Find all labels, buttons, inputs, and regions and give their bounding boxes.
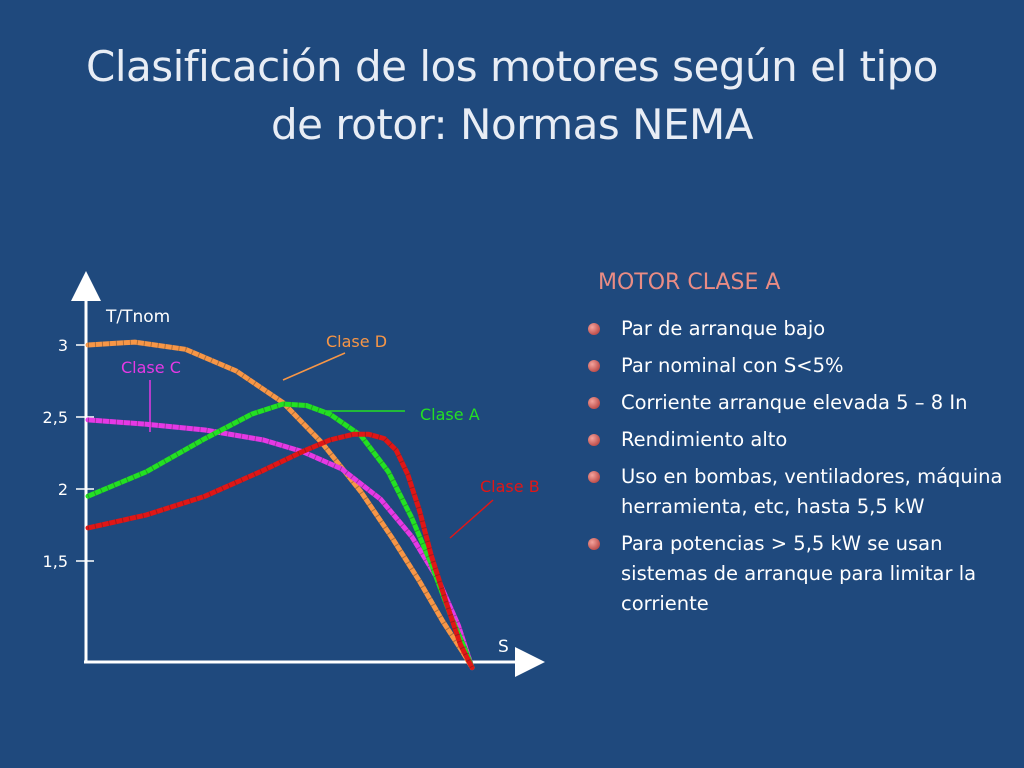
feature-item: Par nominal con S<5% — [584, 351, 1014, 381]
curve-label-clase-c: Clase C — [121, 358, 181, 377]
y-tick-label: 2,5 — [43, 408, 68, 427]
series-line-clase-b — [85, 431, 475, 671]
y-tick-label: 3 — [58, 336, 68, 355]
feature-item: Uso en bombas, ventiladores, máquina her… — [584, 462, 1014, 522]
slide-title-line-2: de rotor: Normas NEMA — [270, 100, 754, 149]
feature-text: Par de arranque bajo — [621, 317, 826, 340]
bullet-dot-icon — [588, 434, 600, 446]
series-line-clase-d — [85, 339, 475, 671]
feature-item: Para potencias > 5,5 kW se usan sistemas… — [584, 529, 1014, 619]
bullet-dot-icon — [588, 538, 600, 550]
y-tick-label: 2 — [58, 480, 68, 499]
feature-text: Para potencias > 5,5 kW se usan sistemas… — [621, 532, 977, 615]
panel-heading: MOTOR CLASE A — [598, 270, 781, 295]
y-tick-label: 1,5 — [43, 552, 68, 571]
feature-text: Par nominal con S<5% — [621, 354, 844, 377]
leader-line-clase-b — [449, 499, 494, 539]
slide-title: Clasificación de los motores según el ti… — [20, 38, 1004, 154]
series-texture-clase-b — [87, 431, 475, 669]
feature-list: Par de arranque bajo Par nominal con S<5… — [584, 314, 1014, 626]
bullet-dot-icon — [588, 397, 600, 409]
curve-label-clase-a: Clase A — [420, 405, 480, 424]
slide-title-line-1: Clasificación de los motores según el ti… — [86, 42, 938, 91]
feature-text: Uso en bombas, ventiladores, máquina her… — [621, 465, 1003, 518]
series-line-clase-c — [85, 417, 475, 671]
bullet-dot-icon — [588, 360, 600, 372]
series-texture-clase-d — [87, 339, 475, 669]
x-axis-label: S — [498, 637, 509, 657]
feature-text: Rendimiento alto — [621, 428, 788, 451]
feature-item: Par de arranque bajo — [584, 314, 1014, 344]
curve-label-clase-d: Clase D — [326, 332, 387, 351]
feature-item: Rendimiento alto — [584, 425, 1014, 455]
leader-line-clase-d — [282, 352, 346, 381]
y-axis-label: T/Tnom — [105, 307, 170, 327]
curve-label-clase-b: Clase B — [480, 477, 540, 496]
feature-text: Corriente arranque elevada 5 – 8 In — [621, 391, 968, 414]
bullet-dot-icon — [588, 471, 600, 483]
feature-item: Corriente arranque elevada 5 – 8 In — [584, 388, 1014, 418]
bullet-dot-icon — [588, 323, 600, 335]
